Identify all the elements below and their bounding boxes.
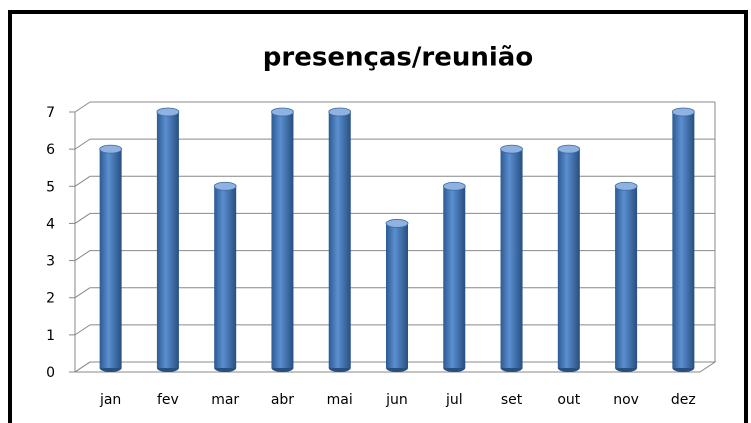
bar-top: [385, 219, 409, 228]
bar-top: [271, 107, 294, 117]
bar: [615, 186, 638, 368]
bar: [386, 223, 408, 368]
y-tick-label: 6: [46, 142, 55, 158]
x-tick-label: mai: [327, 392, 353, 408]
bar-top: [156, 107, 180, 117]
grid-line: [74, 138, 91, 150]
grid-line: [74, 101, 91, 113]
bar: [214, 186, 237, 368]
bar-top: [500, 144, 523, 154]
y-tick-label: 7: [46, 105, 55, 121]
y-tick-label: 3: [46, 254, 55, 270]
x-tick-label: dez: [671, 392, 696, 408]
bar: [156, 112, 179, 368]
bar: [557, 149, 580, 368]
grid-line: [74, 361, 91, 373]
bar: [443, 186, 466, 368]
bar: [500, 149, 523, 368]
grid-line: [74, 175, 91, 187]
x-tick-label: mar: [211, 392, 239, 408]
bar: [99, 149, 122, 368]
x-tick-label: set: [501, 392, 523, 408]
chart-title: presenças/reunião: [263, 43, 533, 73]
bar-top: [328, 107, 352, 117]
y-tick-label: 2: [46, 291, 55, 307]
bar-top: [557, 144, 581, 154]
y-tick-label: 4: [46, 216, 55, 232]
grid-line: [74, 287, 91, 299]
bar-top: [213, 181, 237, 191]
x-tick-label: jan: [99, 392, 121, 408]
grid-line: [74, 213, 91, 224]
y-tick-label: 0: [46, 365, 55, 381]
x-tick-label: jun: [385, 392, 408, 408]
bar-top: [671, 107, 695, 117]
grid-line: [74, 324, 91, 336]
bar: [328, 112, 351, 368]
bar-top: [99, 144, 123, 154]
grid-line: [74, 250, 91, 261]
bar-top: [442, 181, 466, 191]
x-tick-label: abr: [271, 392, 294, 408]
y-tick-label: 1: [46, 328, 55, 344]
bar: [672, 112, 695, 368]
x-tick-label: jul: [445, 392, 463, 408]
x-tick-label: nov: [613, 392, 639, 408]
bar-top: [614, 181, 638, 191]
x-tick-label: fev: [157, 392, 179, 408]
bar: [271, 112, 294, 368]
x-tick-label: out: [557, 392, 580, 408]
y-tick-label: 5: [46, 179, 55, 195]
